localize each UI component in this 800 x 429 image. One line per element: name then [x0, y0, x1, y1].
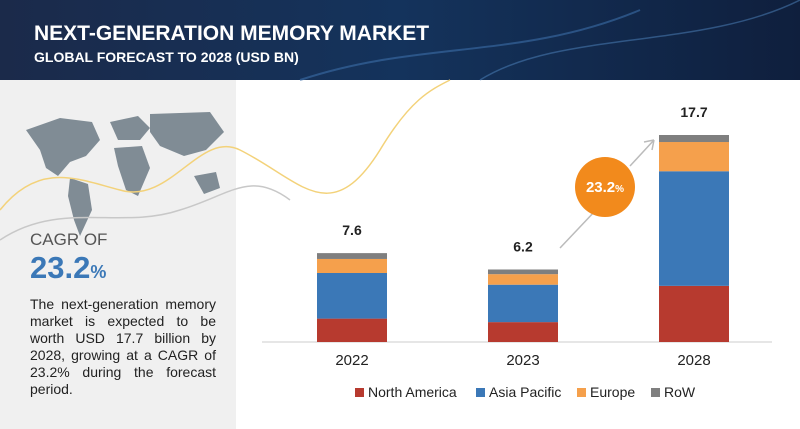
bar-segment — [659, 171, 729, 286]
total-label: 6.2 — [513, 238, 533, 254]
cagr-bubble — [575, 157, 635, 217]
header-band — [0, 0, 800, 80]
decor-curve — [0, 79, 451, 211]
cagr-heading: CAGR OF — [30, 230, 107, 249]
growth-arrow — [559, 209, 597, 249]
bar-segment — [317, 273, 387, 319]
bar-segment — [488, 322, 558, 342]
cagr-value: 23.2% — [30, 250, 106, 285]
world-map — [26, 112, 224, 236]
bar-segment — [659, 135, 729, 143]
bar-segment — [659, 285, 729, 342]
description: The next-generation memory market is exp… — [30, 296, 216, 397]
legend-label: Europe — [590, 384, 635, 400]
chart-subtitle: GLOBAL FORECAST TO 2028 (USD BN) — [34, 49, 299, 65]
x-tick-label: 2022 — [335, 352, 368, 369]
bar-segment — [317, 258, 387, 273]
header-decor — [299, 9, 641, 81]
bubble-unit: % — [615, 184, 624, 195]
chart-title: NEXT-GENERATION MEMORY MARKET — [34, 22, 429, 45]
header-decor — [479, 0, 800, 81]
bar-segment — [488, 269, 558, 275]
legend-swatch — [577, 388, 586, 397]
cagr-unit: % — [90, 262, 106, 282]
total-label: 7.6 — [342, 222, 362, 238]
legend-swatch — [651, 388, 660, 397]
legend-swatch — [355, 388, 364, 397]
legend-swatch — [476, 388, 485, 397]
x-tick-label: 2023 — [506, 352, 539, 369]
growth-arrow — [629, 139, 655, 167]
bar-segment — [659, 142, 729, 172]
cagr-number: 23.2 — [30, 250, 90, 285]
bar-segment — [488, 284, 558, 323]
total-label: 17.7 — [680, 104, 707, 120]
bar-segment — [317, 253, 387, 259]
decor-curve — [0, 185, 291, 241]
legend-label: RoW — [664, 384, 696, 400]
bar-segment — [488, 274, 558, 285]
bubble-number: 23.2 — [586, 179, 615, 196]
legend-label: Asia Pacific — [489, 384, 561, 400]
bar-segment — [317, 318, 387, 342]
bubble-label: 23.2% — [586, 179, 624, 196]
legend-label: North America — [368, 384, 457, 400]
x-tick-label: 2028 — [677, 352, 710, 369]
